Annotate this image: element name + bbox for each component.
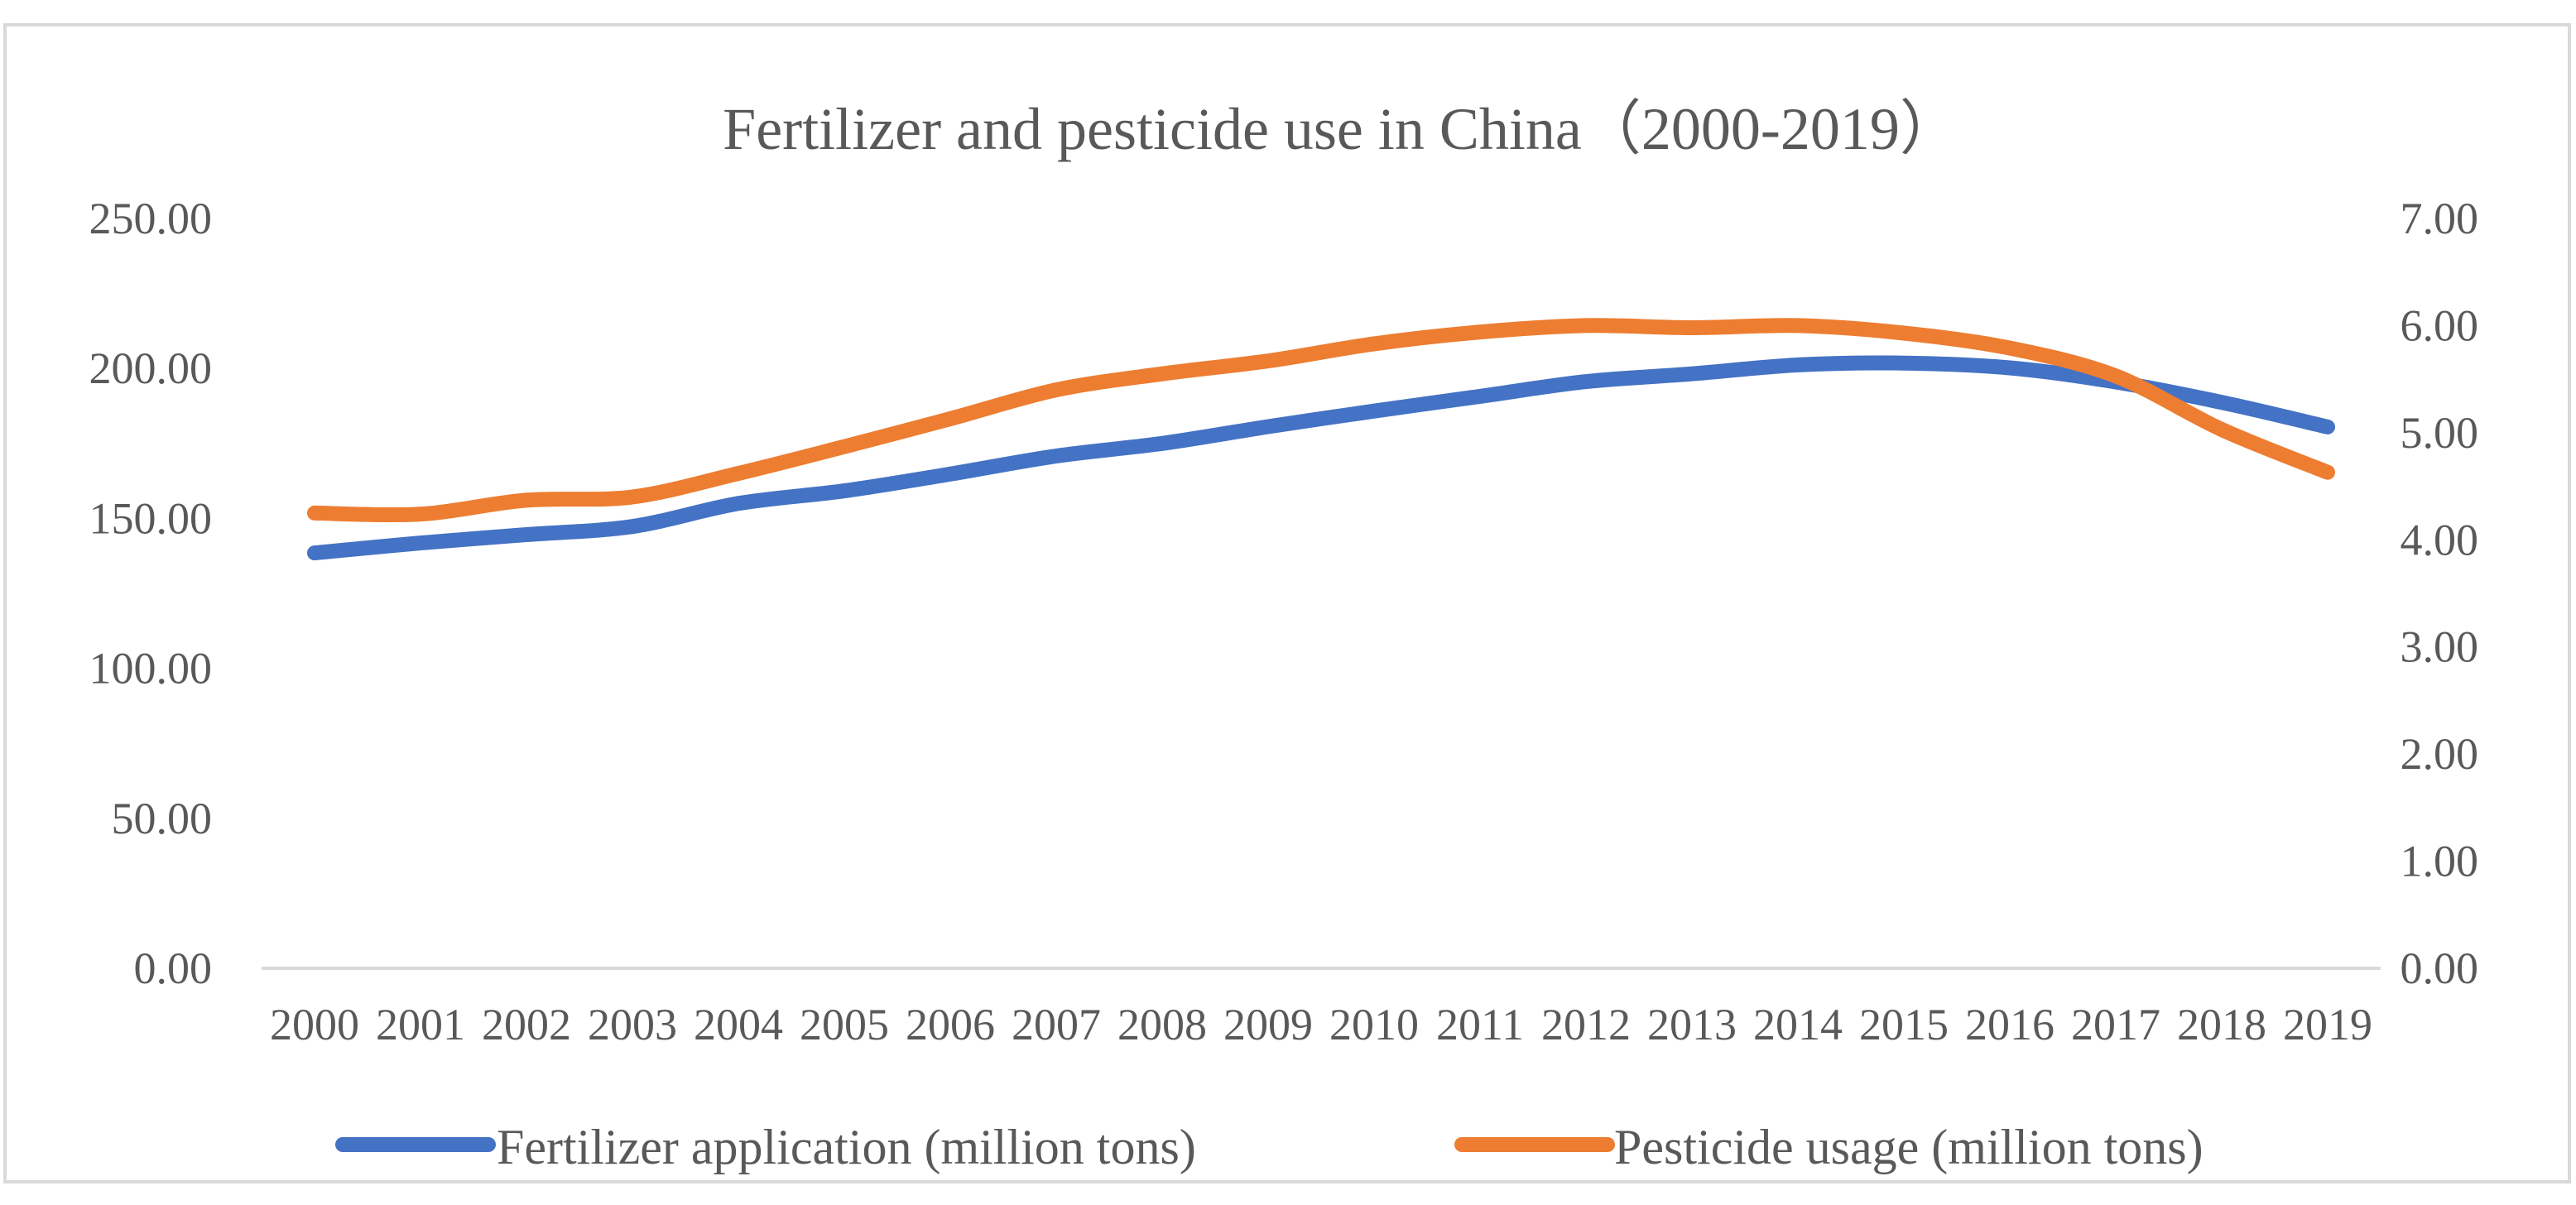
y-left-tick-label: 0.00 — [134, 943, 213, 993]
x-tick-label: 2018 — [2177, 1000, 2266, 1049]
y-left-tick-label: 200.00 — [89, 343, 213, 393]
x-tick-label: 2010 — [1329, 1000, 1419, 1049]
x-tick-label: 2001 — [376, 1000, 465, 1049]
legend: Fertilizer application (million tons) Pe… — [335, 1120, 2204, 1174]
y-left-tick-label: 100.00 — [89, 644, 213, 694]
x-tick-label: 2011 — [1436, 1000, 1524, 1049]
series-line-pesticide — [307, 318, 2335, 523]
legend-label-pesticide: Pesticide usage (million tons) — [1614, 1120, 2204, 1174]
x-tick-label: 2009 — [1223, 1000, 1313, 1049]
y-right-tick-label: 7.00 — [2401, 194, 2479, 243]
x-tick-label: 2003 — [588, 1000, 677, 1049]
y-axis-right: 0.00 1.00 2.00 3.00 4.00 5.00 6.00 7.00 — [2401, 194, 2479, 993]
x-tick-label: 2002 — [482, 1000, 571, 1049]
x-tick-label: 2008 — [1117, 1000, 1207, 1049]
x-tick-label: 2019 — [2283, 1000, 2372, 1049]
x-tick-label: 2013 — [1647, 1000, 1737, 1049]
x-tick-label: 2006 — [906, 1000, 995, 1049]
legend-label-fertilizer: Fertilizer application (million tons) — [497, 1120, 1196, 1174]
x-tick-label: 2004 — [694, 1000, 783, 1049]
y-axis-left: 0.00 50.00 100.00 150.00 200.00 250.00 — [89, 194, 213, 993]
chart-title: Fertilizer and pesticide use in China（20… — [723, 96, 1959, 162]
y-right-tick-label: 5.00 — [2401, 408, 2479, 458]
series-layer — [307, 318, 2335, 561]
x-tick-label: 2012 — [1541, 1000, 1631, 1049]
x-tick-label: 2014 — [1753, 1000, 1843, 1049]
x-tick-label: 2017 — [2071, 1000, 2160, 1049]
y-right-tick-label: 6.00 — [2401, 300, 2479, 350]
x-tick-label: 2015 — [1859, 1000, 1949, 1049]
x-tick-label: 2016 — [1965, 1000, 2055, 1049]
x-axis: 2000 2001 2002 2003 2004 2005 2006 2007 2008 2009… — [270, 1000, 2372, 1049]
y-right-tick-label: 2.00 — [2401, 729, 2479, 779]
y-left-tick-label: 150.00 — [89, 493, 213, 543]
x-tick-label: 2000 — [270, 1000, 359, 1049]
y-right-tick-label: 1.00 — [2401, 837, 2479, 886]
y-left-tick-label: 50.00 — [112, 794, 213, 843]
x-tick-label: 2007 — [1012, 1000, 1101, 1049]
x-tick-label: 2005 — [800, 1000, 889, 1049]
series-line-fertilizer — [307, 355, 2335, 561]
chart-border — [3, 23, 2571, 1183]
y-right-tick-label: 4.00 — [2401, 515, 2479, 564]
y-right-tick-label: 3.00 — [2401, 622, 2479, 672]
y-left-tick-label: 250.00 — [89, 194, 213, 243]
y-right-tick-label: 0.00 — [2401, 943, 2479, 993]
